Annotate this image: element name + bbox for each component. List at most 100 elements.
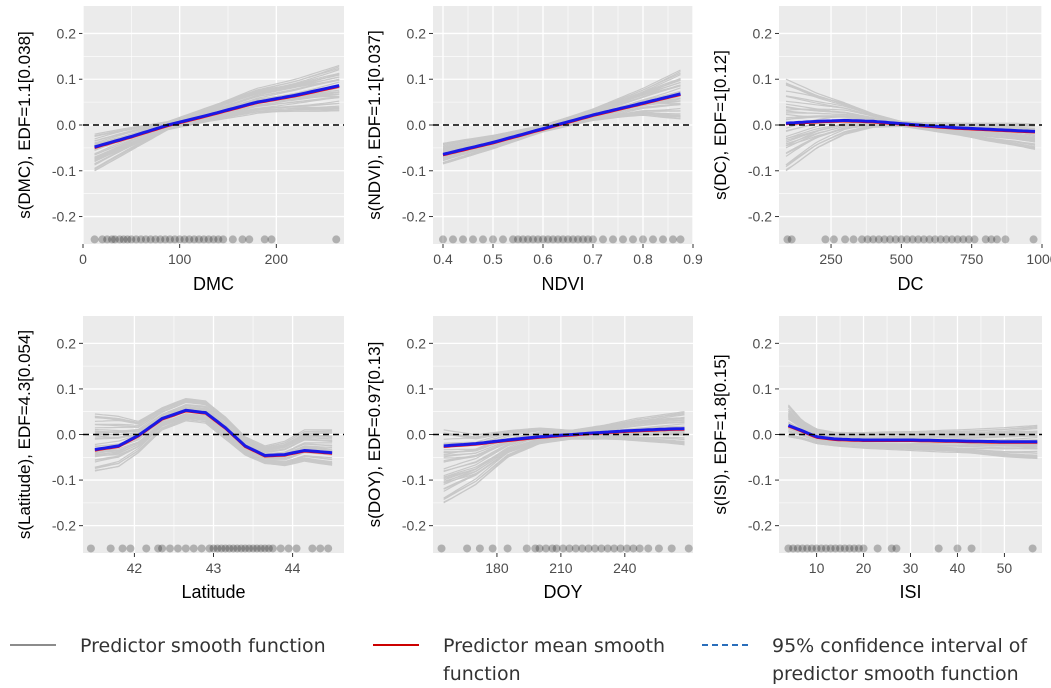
rug-point: [936, 235, 945, 244]
panel-curves: [433, 411, 693, 553]
rug-point: [204, 235, 213, 244]
y-tick-label: 0.1: [753, 381, 773, 397]
rug-point: [549, 235, 557, 244]
sample-smooth-curve: [787, 405, 1038, 435]
rug-point: [256, 544, 265, 553]
y-tick-label: 0.1: [407, 71, 427, 87]
rug-point: [324, 544, 333, 553]
rug-point: [531, 544, 540, 553]
rug-point: [267, 235, 276, 244]
rug-point: [826, 544, 835, 553]
rug-point: [221, 544, 230, 553]
rug-point: [919, 235, 928, 244]
x-tick-label: 0.5: [483, 251, 503, 267]
rug-point: [260, 235, 269, 244]
rug-point: [992, 235, 1001, 244]
rug-point: [141, 235, 150, 244]
rug-point: [264, 544, 273, 553]
rug-point: [1001, 235, 1010, 244]
rug-point: [619, 235, 627, 244]
rug-point: [887, 544, 896, 553]
rug-point: [959, 235, 968, 244]
y-tick-label: -0.1: [52, 472, 76, 488]
rug-point: [649, 235, 657, 244]
x-tick-label: 0.9: [683, 251, 703, 267]
fitted-smooth-curve: [787, 424, 1038, 444]
y-tick-label: 0.2: [57, 335, 77, 351]
rug-point: [934, 544, 943, 553]
rug-point: [158, 544, 167, 553]
y-tick-label: -0.2: [52, 209, 76, 225]
fitted-smooth-curve: [94, 84, 340, 149]
sample-smooth-curve: [785, 82, 1036, 125]
y-tick-label: 0.1: [57, 381, 77, 397]
rug-point: [229, 544, 238, 553]
sample-smooth-curve: [94, 96, 340, 162]
rug-point: [469, 235, 477, 244]
y-tick-label: 0.2: [753, 25, 773, 41]
rug-point: [166, 235, 174, 244]
y-tick-label: 0.1: [57, 71, 77, 87]
x-tick-label: 250: [819, 251, 843, 267]
rug-point: [873, 544, 882, 553]
rug-point: [783, 235, 792, 244]
rug-point: [119, 235, 128, 244]
y-tick-label: 0.2: [57, 25, 77, 41]
rug-point: [146, 235, 155, 244]
rug-point: [987, 235, 996, 244]
y-tick-label: 0.2: [753, 335, 773, 351]
panel-3: -0.2 -0.1 0.0 0.1 0.2 42 43 44 Latitude s(Latitud…: [15, 316, 344, 602]
rug-point: [228, 235, 237, 244]
rug-point: [253, 544, 261, 553]
sample-smooth-curve: [94, 399, 333, 447]
rug-point: [170, 235, 179, 244]
x-axis-label: DC: [898, 274, 924, 294]
rug-point: [509, 235, 517, 244]
rug-point: [90, 235, 99, 244]
y-tick-label: -0.2: [402, 518, 426, 534]
panel-5: -0.2 -0.1 0.0 0.1 0.2 10 20 30 40 50 ISI s(ISI), ED…: [711, 316, 1042, 602]
rug-point: [565, 544, 574, 553]
rug-point: [849, 235, 858, 244]
rug-point: [185, 235, 194, 244]
rug-point: [245, 544, 254, 553]
x-tick-label: 42: [127, 560, 143, 576]
rug-point: [942, 235, 951, 244]
rug-point: [475, 544, 484, 553]
panel-4: -0.2 -0.1 0.0 0.1 0.2 180 210 240 DOY s(DOY), EDF…: [365, 316, 693, 602]
sample-smooth-curve: [94, 64, 340, 137]
rug-point: [123, 235, 132, 244]
rug-point: [103, 235, 112, 244]
fitted-smooth-curve: [442, 92, 681, 156]
rug-point: [584, 235, 592, 244]
rug-point: [449, 235, 457, 244]
rug-point: [635, 544, 644, 553]
legend-label-mean: Predictor mean smooth function: [443, 635, 665, 685]
y-axis-label: s(DOY), EDF=0.97[0.13]: [365, 342, 384, 528]
rug-point: [603, 544, 612, 553]
rug-point: [784, 544, 793, 553]
rug-point: [892, 544, 901, 553]
rug-point: [439, 235, 447, 244]
rug-point: [659, 235, 667, 244]
rug-point: [821, 235, 830, 244]
rug-point: [787, 235, 796, 244]
y-tick-label: 0.0: [407, 427, 427, 443]
rug-point: [599, 235, 607, 244]
rug-point: [217, 544, 226, 553]
sample-smooth-curve: [442, 69, 681, 145]
rug-point: [241, 544, 250, 553]
x-axis-label: DOY: [543, 582, 582, 602]
rug-point: [463, 544, 472, 553]
rug-point: [897, 235, 906, 244]
rug-point: [151, 235, 160, 244]
rug-point: [1029, 235, 1038, 244]
rug-point: [548, 544, 557, 553]
rug-point: [142, 544, 151, 553]
sample-smooth-curve: [94, 416, 333, 461]
rug-point: [854, 544, 863, 553]
rug-point: [316, 544, 325, 553]
rug-point: [459, 235, 467, 244]
x-tick-label: 20: [856, 560, 872, 576]
rug-point: [914, 235, 923, 244]
